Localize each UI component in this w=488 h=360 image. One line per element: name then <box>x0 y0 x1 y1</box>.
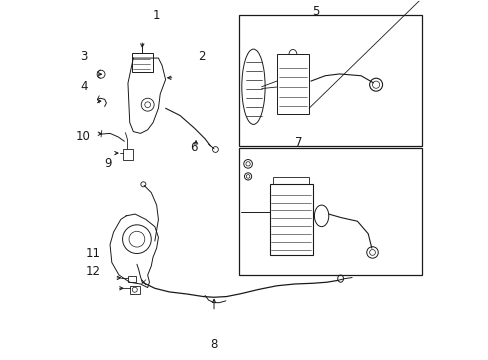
Bar <box>239 15 421 146</box>
Text: 1: 1 <box>153 9 160 22</box>
Text: 11: 11 <box>86 247 101 260</box>
Text: 8: 8 <box>210 338 217 351</box>
Text: 12: 12 <box>86 265 101 278</box>
Bar <box>129 286 140 294</box>
Text: 3: 3 <box>80 50 87 63</box>
Bar <box>276 54 308 114</box>
Text: 9: 9 <box>104 157 112 170</box>
Text: 4: 4 <box>80 80 87 93</box>
Bar <box>269 184 312 255</box>
Bar <box>131 53 153 72</box>
Bar <box>239 148 421 275</box>
Text: 6: 6 <box>190 141 198 154</box>
Bar <box>128 276 136 282</box>
Text: 10: 10 <box>76 130 91 144</box>
Bar <box>122 149 132 159</box>
Text: 2: 2 <box>198 50 205 63</box>
Text: 5: 5 <box>312 5 319 18</box>
Text: 7: 7 <box>294 136 302 149</box>
Bar <box>273 177 308 184</box>
